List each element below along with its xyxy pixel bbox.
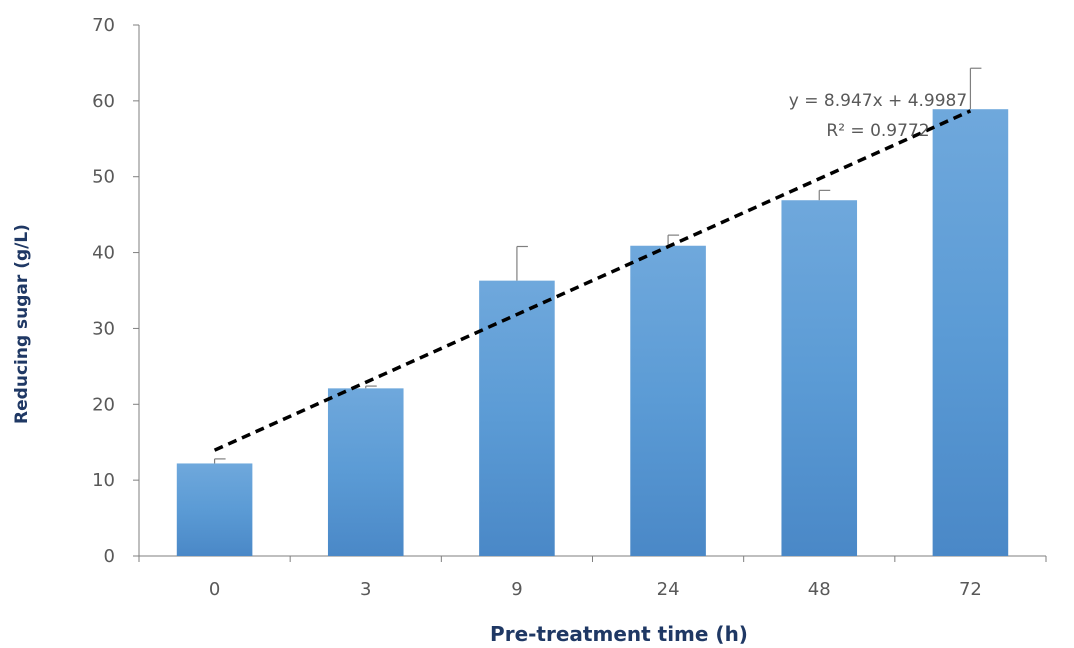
x-tick-label: 9	[511, 579, 522, 600]
bar	[327, 388, 404, 556]
bar	[781, 200, 858, 557]
bar	[630, 245, 706, 556]
trendline-r-squared: R² = 0.9772	[826, 121, 929, 141]
y-axis-title: Reducing sugar (g/L)	[12, 224, 32, 424]
bars	[176, 109, 1009, 557]
y-tick-label: 70	[92, 15, 115, 36]
x-tick-label: 0	[209, 579, 220, 600]
trendline-equation: y = 8.947x + 4.9987	[789, 91, 967, 111]
y-tick-label: 0	[104, 546, 115, 567]
error-bars	[213, 67, 982, 464]
x-tick-label: 72	[959, 579, 982, 600]
y-tick-label: 30	[92, 318, 115, 339]
x-ticks: 0 3 9 24 48 72	[138, 556, 1047, 600]
y-tick-label: 50	[92, 167, 115, 188]
bar	[932, 109, 1009, 557]
x-tick-label: 3	[360, 579, 371, 600]
y-tick-label: 40	[92, 243, 115, 264]
x-tick-label: 24	[657, 579, 680, 600]
bar	[479, 280, 555, 556]
y-tick-label: 60	[92, 91, 115, 112]
trendline-group	[213, 109, 972, 452]
x-tick-label: 48	[808, 579, 831, 600]
y-tick-label: 20	[92, 394, 115, 415]
bar	[176, 463, 253, 556]
trendline	[213, 109, 972, 452]
x-axis-title: Pre-treatment time (h)	[490, 622, 748, 646]
y-tick-label: 10	[92, 470, 115, 491]
y-ticks: 0 10 20 30 40 50 60 70	[92, 15, 139, 567]
